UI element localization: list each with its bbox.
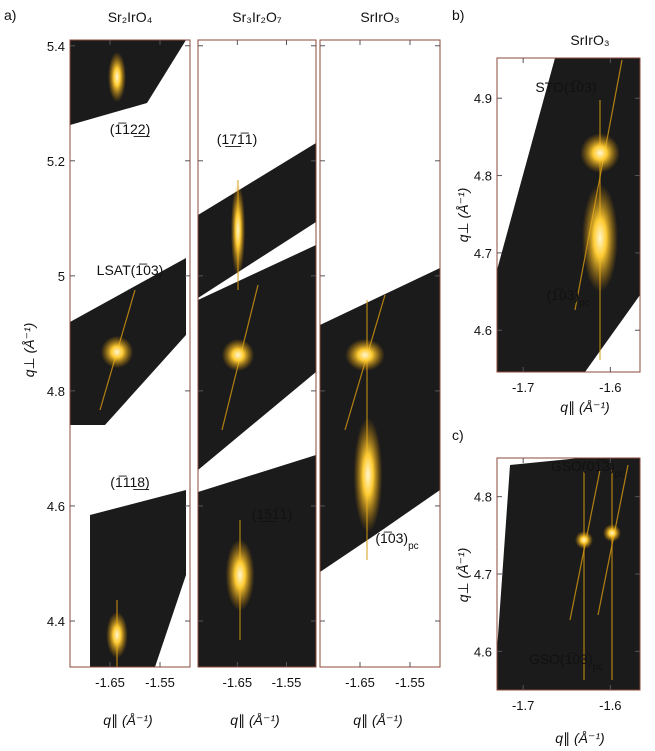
y-tick-label: 4.8 xyxy=(474,169,492,184)
intensity-map xyxy=(497,58,640,372)
peak xyxy=(353,417,383,533)
x-tick-label: -1.55 xyxy=(395,675,425,690)
y-tick-label: 4.7 xyxy=(474,246,492,261)
y-tick-label: 4.8 xyxy=(474,490,492,505)
annotation-text: GSO(01̅3) xyxy=(551,458,615,474)
measured-region xyxy=(497,458,640,690)
frame xyxy=(319,39,441,668)
peak xyxy=(575,531,593,549)
panel-label: b) xyxy=(452,7,464,23)
peak xyxy=(345,338,385,372)
x-axis-label: q∥ (Å⁻¹) xyxy=(230,712,279,728)
y-tick-label: 4.4 xyxy=(47,614,65,629)
annotation: LSAT(1̅03) xyxy=(97,262,164,278)
x-tick-label: -1.55 xyxy=(272,675,302,690)
peak xyxy=(230,183,246,277)
y-tick-label: 5 xyxy=(58,269,65,284)
subplot-title: SrIrO₃ xyxy=(570,32,609,48)
annotation-text: GSO(1̅03) xyxy=(529,651,593,667)
y-tick-label: 4.6 xyxy=(474,323,492,338)
y-axis-label: q⊥ (Å⁻¹) xyxy=(455,548,471,603)
annotation: (1̲5̲1̅1) xyxy=(252,506,292,522)
peak xyxy=(225,539,255,611)
x-tick-label: -1.7 xyxy=(512,380,534,395)
measured-region xyxy=(198,455,316,667)
annotation-text: (1̅11̲8̲) xyxy=(110,474,150,490)
intensity-map xyxy=(497,458,640,690)
peak xyxy=(221,338,255,372)
x-tick-label: -1.55 xyxy=(145,675,175,690)
peak xyxy=(582,184,618,292)
measured-region xyxy=(320,268,440,572)
measured-region xyxy=(198,245,316,470)
y-tick-label: 4.6 xyxy=(47,499,65,514)
x-tick-label: -1.65 xyxy=(223,675,253,690)
y-tick-label: 4.7 xyxy=(474,567,492,582)
annotation: GSO(1̅03)pc xyxy=(529,651,603,673)
panel-label: c) xyxy=(452,427,464,443)
peak xyxy=(106,611,128,659)
y-axis-label: q⊥ (Å⁻¹) xyxy=(21,323,37,378)
annotation: (1̅12̲2̲) xyxy=(110,121,151,137)
measured-region xyxy=(497,58,640,372)
y-tick-label: 5.2 xyxy=(47,154,65,169)
y-tick-label: 4.6 xyxy=(474,644,492,659)
x-axis-label: q∥ (Å⁻¹) xyxy=(103,712,152,728)
frame xyxy=(69,39,191,668)
annotation-text: (1̲5̲1̅1) xyxy=(252,506,292,522)
x-tick-label: -1.65 xyxy=(345,675,375,690)
annotation-text: (1̅12̲2̲) xyxy=(110,121,151,137)
annotation: (1̅11̲8̲) xyxy=(110,474,150,490)
annotation: (1̅03)pc xyxy=(375,530,418,552)
intensity-map xyxy=(320,268,440,572)
annotation-text: (1̅03) xyxy=(546,287,579,303)
intensity-map xyxy=(198,143,316,667)
x-tick-label: -1.7 xyxy=(512,698,534,713)
annotation: STO(1̅03) xyxy=(535,79,596,95)
subplot-title: Sr₃Ir₂O₇ xyxy=(232,9,282,25)
y-tick-label: 4.8 xyxy=(47,384,65,399)
annotation-subscript: pc xyxy=(579,298,590,309)
annotation-subscript: pc xyxy=(615,469,626,480)
peak xyxy=(580,133,620,173)
subplot-title: SrIrO₃ xyxy=(360,9,399,25)
frame xyxy=(197,39,317,668)
measured-region xyxy=(198,143,316,298)
x-tick-label: -1.6 xyxy=(599,380,621,395)
annotation-subscript: pc xyxy=(593,662,604,673)
intensity-map xyxy=(70,40,186,667)
frame xyxy=(496,57,641,373)
y-tick-label: 4.9 xyxy=(474,91,492,106)
annotation-subscript: pc xyxy=(408,541,419,552)
annotation-text: LSAT(1̅03) xyxy=(97,262,164,278)
peak xyxy=(100,335,134,369)
annotation: GSO(01̅3)pc xyxy=(551,458,625,480)
annotation: (1̲7̲1̅1) xyxy=(217,131,257,147)
measured-region xyxy=(70,40,186,125)
x-axis-label: q∥ (Å⁻¹) xyxy=(555,730,604,746)
y-tick-label: 5.4 xyxy=(47,39,65,54)
annotation-text: STO(1̅03) xyxy=(535,79,596,95)
y-axis-label: q⊥ (Å⁻¹) xyxy=(455,188,471,243)
subplot-title: Sr₂IrO₄ xyxy=(108,9,153,25)
x-tick-label: -1.65 xyxy=(95,675,125,690)
x-axis-label: q∥ (Å⁻¹) xyxy=(560,399,609,415)
annotation: (1̅03)pc xyxy=(546,287,589,309)
measured-region xyxy=(90,490,186,667)
panel-label: a) xyxy=(4,7,16,23)
peak xyxy=(603,524,621,542)
peak xyxy=(108,51,126,103)
x-tick-label: -1.6 xyxy=(599,698,621,713)
annotation-text: (1̲7̲1̅1) xyxy=(217,131,257,147)
annotation-text: (1̅03) xyxy=(375,530,408,546)
x-axis-label: q∥ (Å⁻¹) xyxy=(353,712,402,728)
